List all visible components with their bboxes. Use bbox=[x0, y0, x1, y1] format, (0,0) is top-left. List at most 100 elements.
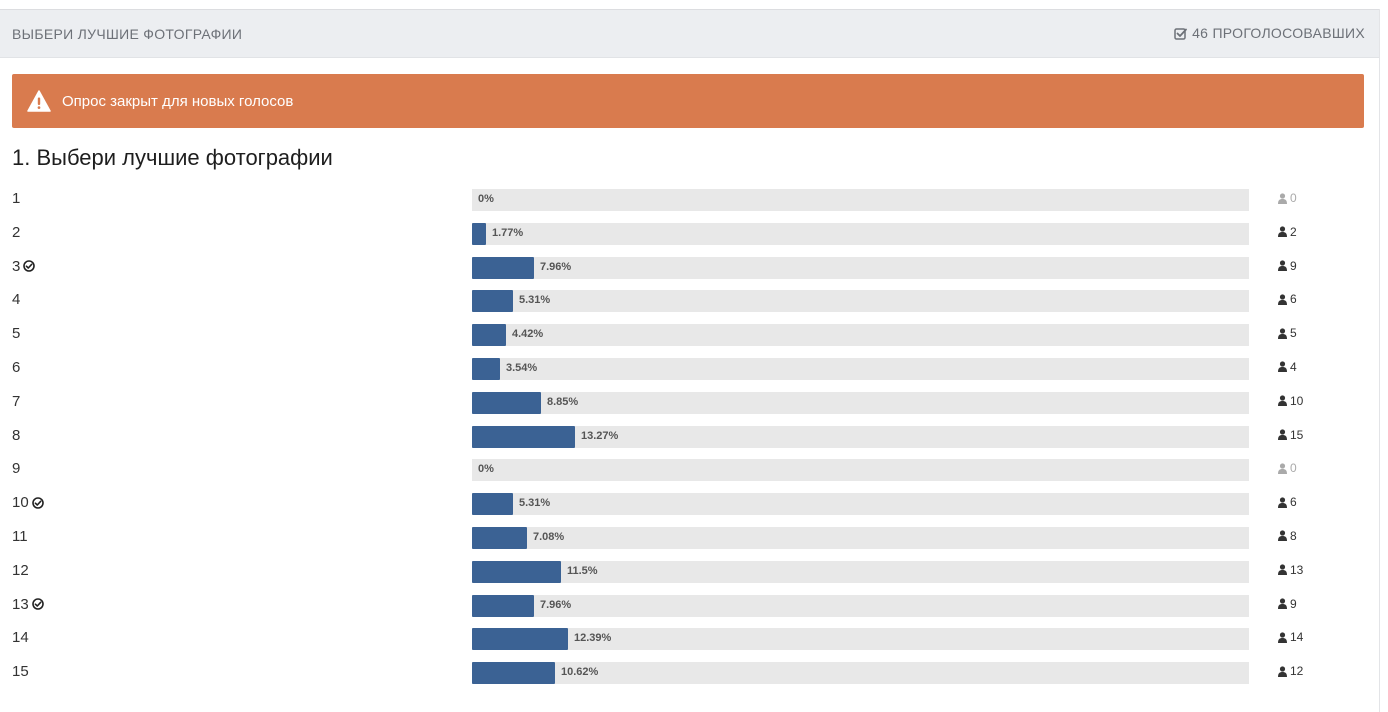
poll-option-row: 8 13.27% 15 bbox=[0, 425, 1388, 448]
percent-label: 7.96% bbox=[540, 598, 572, 611]
question-title: 1. Выбери лучшие фотографии bbox=[12, 145, 333, 170]
vote-count-value: 10 bbox=[1290, 393, 1304, 408]
option-number: 8 bbox=[12, 426, 21, 444]
progress-fill bbox=[472, 526, 527, 549]
vote-count-value: 5 bbox=[1290, 326, 1297, 341]
option-number: 9 bbox=[12, 460, 21, 478]
progress-track: 0% bbox=[472, 459, 1249, 482]
user-icon bbox=[1278, 530, 1287, 542]
vote-count: 13 bbox=[1278, 563, 1303, 577]
vote-count-value: 6 bbox=[1290, 292, 1297, 307]
percent-label: 10.62% bbox=[561, 666, 599, 679]
progress-track: 3.54% bbox=[472, 357, 1249, 380]
vote-count: 12 bbox=[1278, 664, 1303, 678]
vote-count-value: 6 bbox=[1290, 495, 1297, 510]
poll-option-row: 7 8.85% 10 bbox=[0, 391, 1388, 414]
progress-track: 7.96% bbox=[472, 256, 1249, 279]
progress-track: 13.27% bbox=[472, 425, 1249, 448]
progress-fill bbox=[472, 425, 575, 448]
progress-track: 8.85% bbox=[472, 391, 1249, 414]
progress-fill bbox=[472, 493, 513, 516]
option-number: 6 bbox=[12, 358, 21, 376]
poll-option-row: 2 1.77% 2 bbox=[0, 222, 1388, 245]
option-label: 10 bbox=[12, 494, 44, 511]
option-label: 11 bbox=[12, 528, 28, 545]
progress-track: 12.39% bbox=[472, 628, 1249, 651]
percent-label: 11.5% bbox=[567, 564, 598, 577]
percent-label: 5.31% bbox=[519, 294, 551, 307]
option-label: 14 bbox=[12, 629, 29, 646]
percent-label: 4.42% bbox=[512, 328, 544, 341]
poll-results: 1 0% 0 2 1.77% 2 3 7.96% 9 4 5.31% 6 5 4.42% 5 6 3.54% 4 7… bbox=[0, 189, 1388, 696]
option-number: 13 bbox=[12, 595, 29, 613]
option-number: 7 bbox=[12, 392, 21, 410]
option-number: 3 bbox=[12, 257, 21, 275]
option-number: 12 bbox=[12, 561, 29, 579]
option-number: 1 bbox=[12, 190, 21, 207]
poll-option-row: 5 4.42% 5 bbox=[0, 324, 1388, 347]
progress-track: 7.08% bbox=[472, 526, 1249, 549]
vote-count-value: 0 bbox=[1290, 191, 1297, 205]
user-icon bbox=[1278, 463, 1287, 474]
vote-count: 4 bbox=[1278, 360, 1297, 374]
user-icon bbox=[1278, 429, 1287, 441]
option-number: 5 bbox=[12, 325, 21, 343]
alert-text: Опрос закрыт для новых голосов bbox=[62, 92, 294, 110]
user-icon bbox=[1278, 294, 1287, 305]
percent-label: 3.54% bbox=[506, 361, 538, 374]
option-label: 3 bbox=[12, 257, 36, 275]
user-icon bbox=[1278, 497, 1287, 508]
option-label: 7 bbox=[12, 393, 20, 410]
poll-option-row: 9 0% 0 bbox=[0, 459, 1388, 482]
vote-count: 5 bbox=[1278, 326, 1297, 340]
option-label: 8 bbox=[12, 427, 20, 444]
percent-label: 0% bbox=[478, 193, 494, 205]
option-label: 4 bbox=[12, 291, 20, 308]
progress-track: 0% bbox=[472, 189, 1249, 211]
poll-option-row: 15 10.62% 12 bbox=[0, 662, 1388, 685]
poll-option-row: 6 3.54% 4 bbox=[0, 357, 1388, 380]
vote-count: 6 bbox=[1278, 292, 1297, 306]
percent-label: 12.39% bbox=[574, 632, 612, 645]
user-icon bbox=[1278, 632, 1287, 643]
vote-count-value: 4 bbox=[1290, 359, 1297, 374]
progress-fill bbox=[472, 222, 486, 245]
poll-option-row: 1 0% 0 bbox=[0, 189, 1388, 211]
progress-track: 1.77% bbox=[472, 222, 1249, 245]
option-number: 11 bbox=[12, 527, 28, 545]
option-label: 5 bbox=[12, 325, 20, 342]
top-border bbox=[0, 9, 1379, 10]
progress-track: 5.31% bbox=[472, 493, 1249, 516]
progress-fill bbox=[472, 357, 500, 380]
progress-fill bbox=[472, 324, 506, 347]
poll-option-row: 11 7.08% 8 bbox=[0, 526, 1388, 549]
progress-track: 5.31% bbox=[472, 290, 1249, 313]
option-label: 9 bbox=[12, 460, 20, 477]
user-icon bbox=[1278, 192, 1287, 204]
percent-label: 7.96% bbox=[540, 260, 572, 273]
vote-count-value: 8 bbox=[1290, 528, 1297, 543]
user-icon bbox=[1278, 361, 1287, 373]
vote-count: 14 bbox=[1278, 630, 1303, 644]
option-label: 2 bbox=[12, 224, 20, 241]
voters-count-label: 46 ПРОГОЛОСОВАВШИХ bbox=[1192, 25, 1365, 41]
option-label: 13 bbox=[12, 596, 44, 613]
poll-option-row: 4 5.31% 6 bbox=[0, 290, 1388, 313]
option-number: 4 bbox=[12, 291, 21, 309]
progress-fill bbox=[472, 256, 534, 279]
poll-option-row: 13 7.96% 9 bbox=[0, 594, 1388, 617]
user-icon bbox=[1278, 564, 1287, 576]
progress-fill bbox=[472, 560, 561, 583]
progress-fill bbox=[472, 594, 534, 617]
poll-header: ВЫБЕРИ ЛУЧШИЕ ФОТОГРАФИИ 46 ПРОГОЛОСОВАВ… bbox=[0, 10, 1379, 58]
progress-fill bbox=[472, 391, 541, 414]
poll-option-row: 12 11.5% 13 bbox=[0, 560, 1388, 583]
vote-count: 10 bbox=[1278, 394, 1303, 408]
option-label: 15 bbox=[12, 663, 29, 680]
warning-triangle-icon bbox=[12, 90, 51, 112]
progress-track: 11.5% bbox=[472, 560, 1249, 583]
option-label: 6 bbox=[12, 359, 20, 376]
progress-track: 7.96% bbox=[472, 594, 1249, 617]
check-circle-icon bbox=[31, 496, 44, 509]
user-icon bbox=[1278, 328, 1287, 339]
